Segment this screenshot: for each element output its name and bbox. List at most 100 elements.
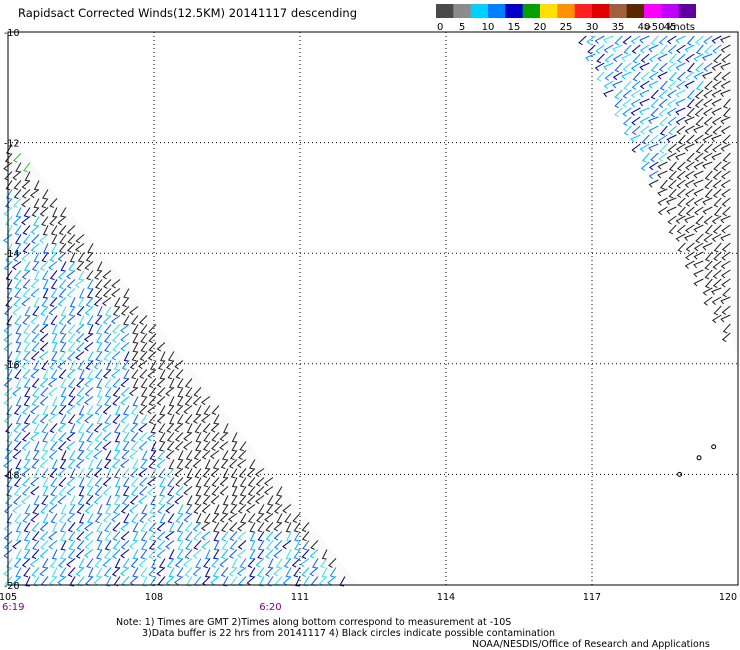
wind-barb <box>76 504 85 515</box>
wind-barb <box>50 369 58 380</box>
wind-barb <box>694 89 704 100</box>
wind-barb <box>147 369 157 379</box>
wind-barb <box>192 549 202 559</box>
wind-barb <box>587 44 596 55</box>
wind-barb <box>23 207 31 218</box>
wind-barb <box>704 224 713 235</box>
wind-barb <box>239 558 247 569</box>
wind-barb <box>666 98 677 108</box>
wind-barb <box>123 351 130 362</box>
wind-barb <box>48 378 58 388</box>
wind-barb <box>130 477 139 488</box>
wind-barb <box>67 522 76 533</box>
wind-barb <box>166 441 175 452</box>
wind-barb <box>139 351 148 362</box>
wind-barb <box>3 459 13 469</box>
wind-barb <box>86 369 94 380</box>
wind-barb <box>103 549 112 560</box>
wind-barb <box>94 441 103 451</box>
wind-barb <box>666 206 677 215</box>
wind-barb <box>129 306 139 316</box>
wind-barb <box>711 287 722 296</box>
wind-barb <box>68 540 76 551</box>
wind-barb <box>621 53 632 62</box>
wind-barb <box>195 513 202 524</box>
wind-barb <box>75 243 85 253</box>
wind-barb <box>721 242 731 253</box>
wind-barb <box>211 405 220 415</box>
wind-barb <box>42 558 49 569</box>
wind-barb <box>23 414 31 425</box>
wind-barb <box>111 279 121 289</box>
wind-barb <box>219 513 229 523</box>
wind-barb <box>21 423 31 433</box>
wind-barb <box>157 504 166 514</box>
wind-barb <box>94 486 103 497</box>
wind-barb <box>622 98 632 108</box>
colorbar-label: 5 <box>459 22 465 33</box>
wind-barb <box>76 531 85 541</box>
wind-barb <box>703 98 713 108</box>
wind-barb <box>50 486 58 497</box>
wind-barb <box>177 450 184 461</box>
wind-barb <box>156 522 166 532</box>
wind-barb <box>94 513 103 524</box>
wind-barb <box>247 486 256 497</box>
wind-barb <box>138 423 148 433</box>
wind-barb <box>33 468 40 479</box>
wind-barb <box>195 405 202 416</box>
wind-barb <box>694 107 704 117</box>
wind-barb <box>265 549 274 559</box>
wind-barb <box>676 44 686 54</box>
wind-barb <box>140 522 148 533</box>
wind-barb <box>257 522 265 533</box>
wind-barb <box>247 513 256 524</box>
wind-barb <box>147 477 157 487</box>
wind-barb <box>15 549 22 560</box>
wind-barb <box>3 261 13 271</box>
wind-barb <box>43 243 49 254</box>
wind-barb <box>138 405 148 415</box>
wind-barb <box>93 450 103 460</box>
wind-barb <box>195 477 202 488</box>
wind-barb <box>39 414 49 424</box>
wind-barb <box>309 567 319 577</box>
wind-barb <box>148 414 157 425</box>
wind-barb <box>713 251 722 262</box>
wind-barb <box>183 486 193 496</box>
wind-barb <box>41 270 49 281</box>
wind-barb <box>121 360 130 371</box>
wind-barb <box>192 522 202 532</box>
wind-barb <box>639 44 650 54</box>
wind-barb <box>614 98 623 109</box>
wind-barb <box>219 432 229 442</box>
wind-barb <box>212 567 220 578</box>
wind-barb <box>703 116 713 126</box>
wind-barb <box>704 125 713 136</box>
wind-barb <box>77 360 85 371</box>
wind-barb <box>120 333 130 343</box>
wind-barb <box>192 414 202 424</box>
wind-barb <box>86 315 94 326</box>
wind-barb <box>39 567 49 577</box>
wind-barb <box>52 396 58 407</box>
wind-barb <box>184 531 193 542</box>
wind-barb <box>24 387 31 398</box>
wind-barb <box>720 260 731 270</box>
wind-barb <box>31 396 40 407</box>
wind-barb <box>15 207 22 218</box>
wind-barb <box>284 513 292 524</box>
wind-barb <box>175 486 184 496</box>
wind-barb <box>13 297 22 307</box>
wind-barb <box>221 531 229 542</box>
wind-barb <box>76 378 85 388</box>
wind-barb <box>675 62 686 71</box>
wind-barb <box>121 495 130 506</box>
wind-barb <box>3 333 13 343</box>
wind-barb <box>693 197 704 206</box>
wind-barb <box>112 342 121 352</box>
wind-barb <box>129 495 139 505</box>
wind-barb <box>69 252 76 263</box>
wind-barb <box>3 234 13 244</box>
wind-barb <box>631 80 641 90</box>
